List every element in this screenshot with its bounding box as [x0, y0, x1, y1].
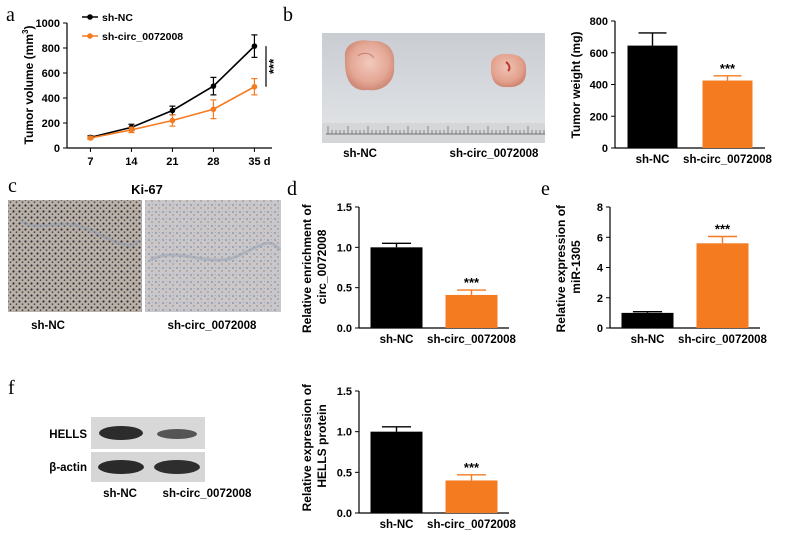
volume-point-sh-circ: [128, 127, 135, 133]
volume-point-sh-nc: [210, 83, 217, 89]
volume-y-tick-label: 600: [42, 68, 60, 80]
mir1305-y-tick-label: 2: [597, 293, 603, 305]
blot-label-actin: β-actin: [49, 462, 87, 474]
band-actin-sh-circ: [154, 460, 200, 474]
hells-significance: ***: [464, 460, 480, 475]
weight-y-tick-label: 600: [590, 48, 608, 60]
enrichment-x-tick-label: sh-NC: [380, 334, 414, 346]
weight-y-tick-label: 0: [602, 143, 608, 155]
hells-y-tick-label: 1.5: [337, 386, 352, 398]
hells-protein-bar-chart: Relative expression of HELLS protein 0.0…: [300, 381, 517, 531]
volume-point-sh-circ: [210, 106, 217, 113]
hells-x-tick-label: sh-NC: [380, 519, 414, 531]
enrichment-y-tick-label: 0.5: [337, 283, 352, 295]
band-hells-sh-nc: [99, 426, 143, 440]
volume-x-tick-label: 7: [87, 156, 93, 168]
volume-x-tick-label: 28: [207, 156, 219, 168]
volume-point-sh-nc: [251, 43, 258, 49]
volume-y-tick-label: 1000: [36, 18, 60, 30]
enrichment-bar-sh-circ: [445, 294, 498, 328]
panel-label-e: e: [541, 178, 550, 200]
lane-label-sh-nc: sh-NC: [103, 488, 137, 500]
weight-x-tick-label: sh-circ_0072008: [683, 154, 772, 166]
legend-sh-nc: sh-NC: [102, 12, 133, 24]
panel-label-a: a: [6, 4, 15, 26]
volume-significance: ***: [266, 58, 281, 74]
ki67-ihc-panel: Ki-67 sh-NC sh-circ_0072008: [8, 182, 282, 332]
ihc-image-sh-nc: [8, 200, 142, 312]
mir1305-y-tick-label: 6: [597, 232, 603, 244]
weight-y-tick-label: 200: [590, 111, 608, 123]
ki67-title: Ki-67: [131, 182, 163, 197]
mir1305-y-tick-label: 4: [597, 263, 604, 275]
volume-x-tick-label: 21: [166, 156, 178, 168]
hells-y-tick-label: 1.0: [337, 427, 352, 439]
tumor-volume-legend: sh-NC sh-circ_0072008: [82, 12, 183, 43]
ihc-label-sh-circ: sh-circ_0072008: [168, 320, 257, 332]
mir1305-bar-sh-circ: [696, 243, 749, 328]
volume-point-sh-circ: [251, 83, 258, 90]
panel-label-f: f: [8, 377, 15, 399]
mir1305-x-tick-label: sh-NC: [631, 334, 665, 346]
hells-x-tick-label: sh-circ_0072008: [427, 519, 516, 531]
hells-bar-sh-circ: [445, 480, 498, 513]
volume-point-sh-nc: [169, 107, 176, 114]
panel-label-b: b: [283, 4, 293, 26]
blot-label-hells: HELLS: [49, 429, 87, 441]
mir1305-y-tick-label: 8: [597, 202, 603, 214]
mir1305-bar-sh-nc: [621, 312, 674, 328]
tumor-volume-axis-title: Tumor volume (mm3): [21, 26, 36, 145]
panel-label-d: d: [287, 178, 297, 200]
enrichment-y-tick-label: 1.5: [337, 202, 352, 214]
band-hells-sh-circ: [157, 429, 197, 439]
band-actin-sh-nc: [98, 460, 144, 474]
lane-label-sh-circ: sh-circ_0072008: [163, 488, 252, 500]
western-blot: HELLS β-actin sh-NC sh-circ_0072008: [49, 417, 252, 500]
hells-bar-sh-nc: [370, 431, 423, 513]
tumor-photo: sh-NC sh-circ_0072008: [322, 33, 545, 160]
volume-y-tick-label: 200: [42, 118, 60, 130]
tumor-volume-line-chart: Tumor volume (mm3) 0 200 400 600 800 1000 7 14 2…: [21, 12, 281, 168]
photo-label-sh-nc: sh-NC: [343, 148, 377, 160]
weight-significance: ***: [720, 61, 736, 76]
enrichment-x-tick-label: sh-circ_0072008: [427, 334, 516, 346]
circ-enrichment-axis-title: Relative enrichment of circ_0072008: [300, 201, 329, 333]
ihc-image-sh-circ: [145, 200, 281, 312]
legend-sh-circ: sh-circ_0072008: [102, 31, 183, 43]
enrichment-y-tick-label: 1.0: [337, 242, 352, 254]
mir1305-axis-title: Relative expression of miR-1305: [554, 202, 583, 333]
ihc-label-sh-nc: sh-NC: [31, 320, 65, 332]
photo-label-sh-circ: sh-circ_0072008: [450, 148, 539, 160]
tumor-weight-bar-chart: Tumor weight (mg) 0 200 400 600 800 sh-NC sh-c…: [569, 16, 773, 166]
enrichment-y-tick-label: 0.0: [337, 323, 352, 335]
volume-point-sh-circ: [169, 117, 176, 124]
hells-protein-axis-title: Relative expression of HELLS protein: [300, 381, 329, 512]
volume-y-tick-label: 800: [42, 43, 60, 55]
weight-x-tick-label: sh-NC: [636, 154, 670, 166]
enrichment-bar-sh-nc: [370, 247, 423, 328]
volume-x-tick-label: 35 d: [248, 156, 270, 168]
hells-y-tick-label: 0.0: [337, 508, 352, 520]
weight-bar-sh-nc: [627, 45, 678, 149]
tumor-weight-axis-title: Tumor weight (mg): [569, 31, 583, 138]
mir1305-significance: ***: [715, 221, 731, 236]
circ-enrichment-bar-chart: Relative enrichment of circ_0072008 0.0 0…: [300, 201, 517, 346]
volume-y-tick-label: 0: [54, 143, 60, 155]
volume-x-tick-label: 14: [125, 156, 138, 168]
mir1305-expression-bar-chart: Relative expression of miR-1305 0 2 4 6 8 sh-…: [554, 202, 768, 346]
volume-point-sh-circ: [87, 135, 94, 141]
weight-y-tick-label: 800: [590, 16, 608, 28]
volume-y-tick-label: 400: [42, 93, 60, 105]
panel-label-c: c: [8, 175, 17, 197]
mir1305-x-tick-label: sh-circ_0072008: [678, 334, 767, 346]
mir1305-y-tick-label: 0: [597, 323, 603, 335]
weight-bar-sh-circ: [702, 80, 753, 148]
hells-y-tick-label: 0.5: [337, 467, 352, 479]
weight-y-tick-label: 400: [590, 80, 608, 92]
enrichment-significance: ***: [464, 275, 480, 290]
